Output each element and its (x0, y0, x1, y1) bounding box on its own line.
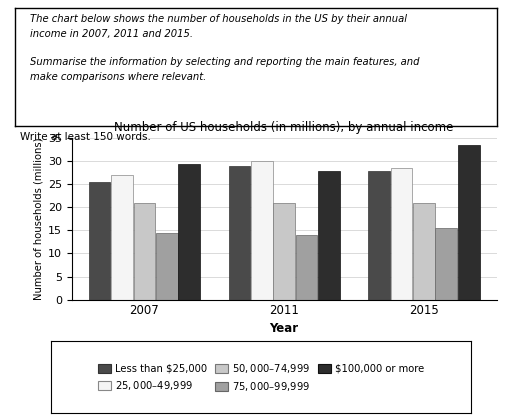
Bar (458, 145, 480, 300)
Bar (273, 203, 295, 300)
Bar (156, 233, 178, 300)
Bar (134, 203, 155, 300)
Bar (178, 164, 200, 300)
Bar (251, 161, 273, 300)
Y-axis label: Number of households (millions): Number of households (millions) (34, 138, 44, 300)
Title: Number of US households (in millions), by annual income: Number of US households (in millions), b… (115, 122, 454, 134)
Legend: Less than $25,000, $25,000–$49,999, $50,000–$74,999, $75,000–$99,999, $100,000 o: Less than $25,000, $25,000–$49,999, $50,… (92, 356, 431, 398)
Text: Write at least 150 words.: Write at least 150 words. (20, 132, 152, 142)
Bar (318, 171, 340, 300)
Bar (228, 166, 250, 300)
Text: The chart below shows the number of households in the US by their annual
income : The chart below shows the number of hous… (30, 14, 419, 82)
X-axis label: Year: Year (270, 322, 298, 335)
Bar (413, 203, 435, 300)
Bar (89, 182, 111, 300)
Bar (111, 175, 133, 300)
Bar (436, 228, 457, 300)
Bar (368, 171, 390, 300)
Bar (295, 235, 317, 300)
Bar (391, 168, 413, 300)
